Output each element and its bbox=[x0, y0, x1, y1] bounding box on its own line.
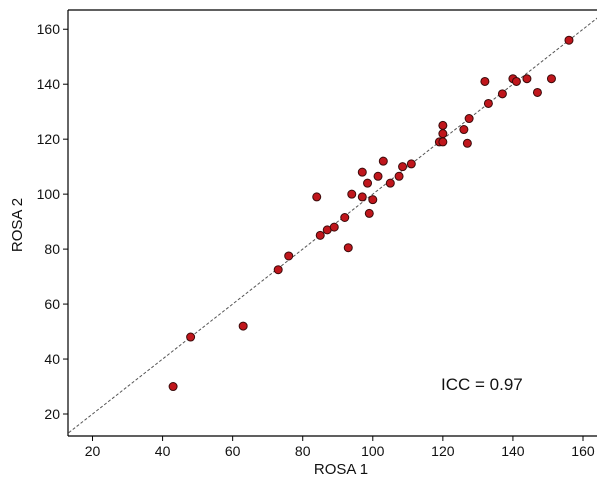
y-tick-label: 40 bbox=[44, 351, 60, 367]
y-tick-label: 140 bbox=[37, 76, 61, 92]
x-axis-label: ROSA 1 bbox=[314, 461, 368, 478]
data-point bbox=[347, 189, 357, 199]
data-point bbox=[438, 120, 448, 130]
y-tick-label: 80 bbox=[44, 241, 60, 257]
data-point bbox=[364, 208, 374, 218]
data-point bbox=[378, 156, 388, 166]
x-tick-label: 140 bbox=[501, 443, 525, 459]
data-point bbox=[186, 332, 196, 342]
data-point bbox=[312, 192, 322, 202]
data-point bbox=[511, 76, 521, 86]
data-point bbox=[459, 125, 469, 135]
data-point bbox=[284, 251, 294, 261]
data-point bbox=[394, 171, 404, 181]
data-point bbox=[532, 87, 542, 97]
data-point bbox=[168, 382, 178, 392]
x-tick-label: 80 bbox=[295, 443, 311, 459]
data-point bbox=[497, 89, 507, 99]
data-points bbox=[168, 35, 574, 392]
data-point bbox=[406, 159, 416, 169]
data-point bbox=[329, 222, 339, 232]
data-point bbox=[368, 195, 378, 205]
y-axis-label: ROSA 2 bbox=[9, 198, 26, 252]
data-point bbox=[546, 74, 556, 84]
x-tick-label: 40 bbox=[155, 443, 171, 459]
data-point bbox=[438, 129, 448, 139]
x-axis-ticks: 20 40 60 80 100 120 140 160 bbox=[85, 436, 595, 459]
data-point bbox=[357, 192, 367, 202]
data-point bbox=[315, 230, 325, 240]
x-tick-label: 20 bbox=[85, 443, 101, 459]
data-point bbox=[522, 74, 532, 84]
data-point bbox=[464, 114, 474, 124]
data-point bbox=[462, 138, 472, 148]
y-tick-label: 60 bbox=[44, 296, 60, 312]
data-point bbox=[363, 178, 373, 188]
data-point bbox=[398, 162, 408, 172]
y-tick-label: 120 bbox=[37, 131, 61, 147]
data-point bbox=[480, 76, 490, 86]
x-tick-label: 100 bbox=[361, 443, 385, 459]
y-tick-label: 160 bbox=[37, 21, 61, 37]
icc-annotation: ICC = 0.97 bbox=[441, 375, 523, 394]
y-tick-label: 20 bbox=[44, 406, 60, 422]
y-axis-ticks: 20 40 60 80 100 120 140 160 bbox=[37, 21, 68, 422]
axes bbox=[67, 9, 597, 437]
x-tick-label: 160 bbox=[571, 443, 595, 459]
data-point bbox=[373, 171, 383, 181]
x-tick-label: 60 bbox=[225, 443, 241, 459]
data-point bbox=[238, 321, 248, 331]
data-point bbox=[340, 213, 350, 223]
data-point bbox=[483, 98, 493, 108]
y-tick-label: 100 bbox=[37, 186, 61, 202]
data-point bbox=[385, 178, 395, 188]
x-tick-label: 120 bbox=[431, 443, 455, 459]
data-point bbox=[564, 35, 574, 45]
data-point bbox=[438, 137, 448, 147]
data-point bbox=[357, 167, 367, 177]
data-point bbox=[273, 265, 283, 275]
data-point bbox=[343, 243, 353, 253]
